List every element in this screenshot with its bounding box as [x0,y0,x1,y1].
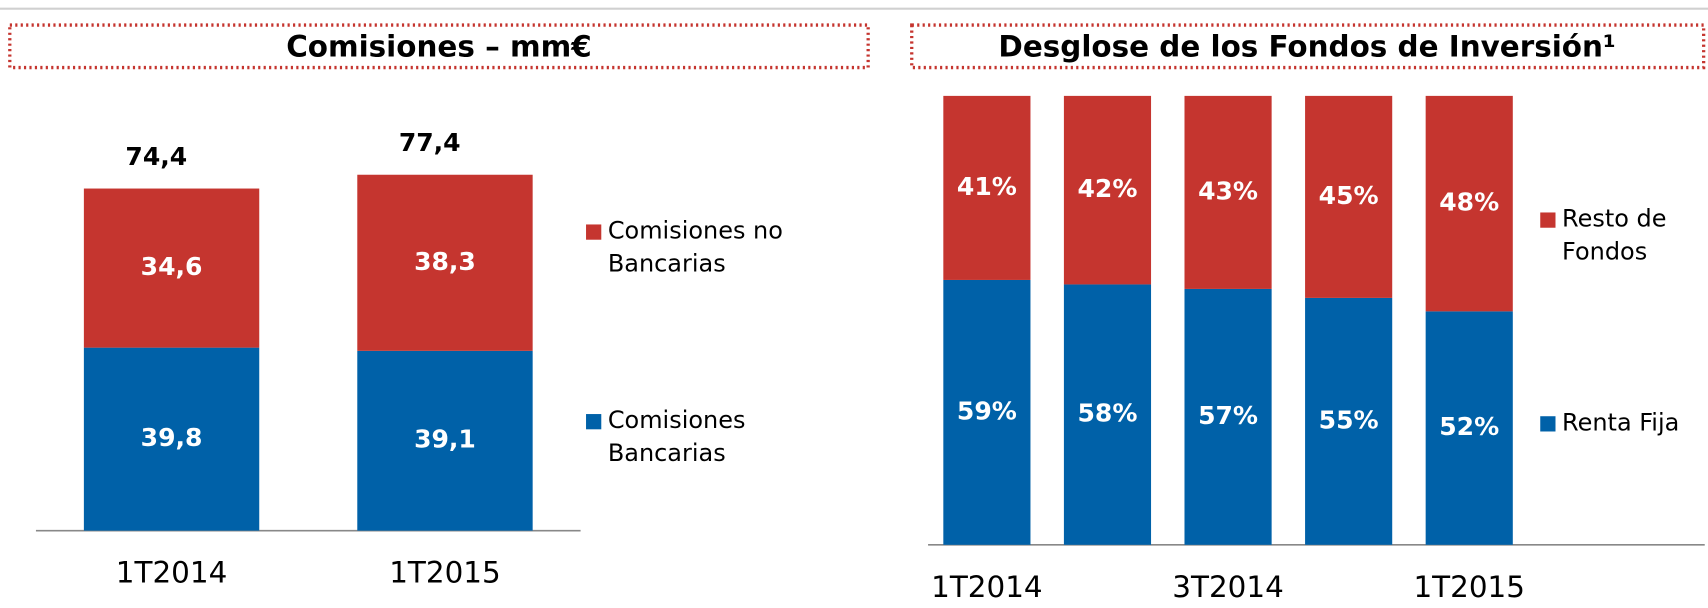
legend-entry: Comisiones no Bancarias [607,217,783,278]
value-label: 55% [1319,405,1379,434]
legend-label: Comisiones Bancarias [607,407,746,468]
legend-label: Comisiones no Bancarias [607,217,783,278]
value-label: 39,1 [414,425,476,454]
value-label: 34,6 [141,252,203,281]
bar-segment [83,347,260,531]
legend-label: Renta Fija [1562,409,1680,437]
chart-title: Desglose de los Fondos de Inversión¹ [998,29,1615,63]
bar-segment [1425,311,1513,545]
value-label: 48% [1439,188,1499,217]
x-tick-label: 1T2014 [116,556,227,590]
legend-entry: Comisiones Bancarias [607,407,746,468]
value-label: 45% [1319,181,1379,210]
bar-segment [1184,288,1272,545]
value-label: 52% [1439,412,1499,441]
x-tick-label: 1T2015 [1413,570,1524,604]
value-label: 43% [1198,176,1258,205]
value-label: 38,3 [414,247,476,276]
bar-segment [1063,284,1152,545]
legend-swatch [586,414,602,430]
total-label: 77,4 [399,128,461,157]
bar-segment [357,350,533,531]
bar-segment [1425,95,1513,312]
value-label: 41% [957,172,1017,201]
bar-segment [943,95,1031,280]
x-tick-label: 3T2014 [1172,570,1283,604]
legend-label: Resto de Fondos [1562,205,1667,266]
legend-entry: Renta Fija [1562,409,1680,437]
bar-segment [83,188,260,348]
x-tick-label: 1T2014 [931,570,1042,604]
value-label: 59% [957,396,1017,425]
value-label: 39,8 [141,423,203,452]
bar-segment [1063,95,1152,285]
legend-swatch [1540,416,1556,432]
bar-segment [1305,95,1393,298]
title-frame [910,23,1706,70]
bar-segment [357,174,533,351]
x-tick-label: 1T2015 [389,556,500,590]
value-label: 58% [1078,399,1138,428]
value-label: 57% [1198,401,1258,430]
value-label: 42% [1078,174,1138,203]
bar-segment [1305,297,1393,545]
legend-entry: Resto de Fondos [1562,205,1667,266]
bar-segment [943,279,1031,545]
total-label: 74,4 [125,142,187,171]
legend-swatch [1540,212,1556,228]
legend-swatch [586,224,602,240]
bar-segment [1184,95,1272,289]
title-frame [8,23,870,70]
chart-title: Comisiones – mm€ [286,29,592,63]
